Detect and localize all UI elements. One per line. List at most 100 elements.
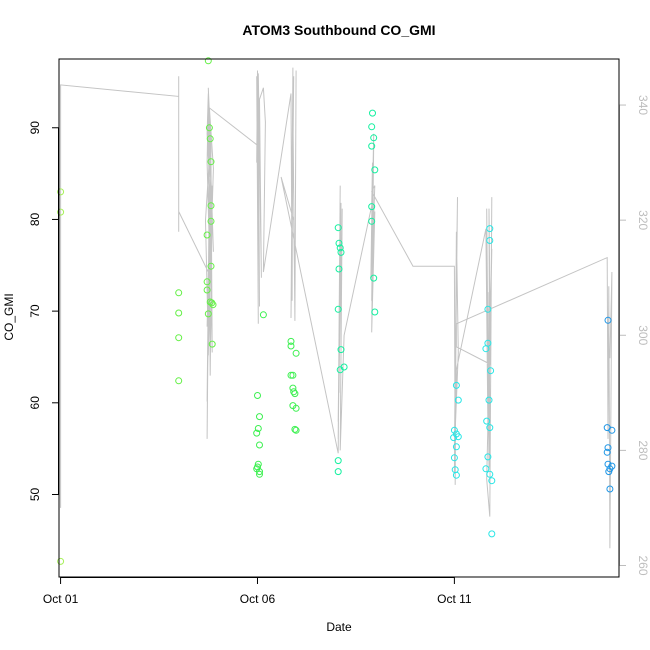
data-point xyxy=(203,286,211,294)
x-tick-label: Oct 01 xyxy=(43,592,79,606)
data-point xyxy=(369,109,376,117)
y-tick-label: 80 xyxy=(28,212,42,226)
data-point xyxy=(206,135,214,143)
series-1 xyxy=(175,57,217,385)
data-point xyxy=(486,237,494,244)
data-point xyxy=(256,441,263,449)
data-point xyxy=(205,124,213,132)
data-point xyxy=(289,371,297,379)
data-point xyxy=(604,460,612,468)
x-tick-label: Oct 06 xyxy=(240,592,276,606)
x-tick-label: Oct 11 xyxy=(437,592,472,606)
data-point xyxy=(454,433,462,441)
data-point xyxy=(368,142,376,150)
series-2 xyxy=(253,311,300,478)
data-point xyxy=(487,367,495,375)
data-point xyxy=(57,208,65,216)
data-point xyxy=(483,417,491,425)
data-point xyxy=(254,392,261,399)
data-point xyxy=(368,123,376,131)
data-point xyxy=(292,426,300,434)
data-point xyxy=(488,530,496,538)
plot-frame xyxy=(58,58,620,578)
data-point xyxy=(486,225,494,233)
data-point xyxy=(334,305,342,313)
x-axis: Oct 01 Oct 06 Oct 11 xyxy=(43,577,472,606)
y2-tick-label: 280 xyxy=(636,440,650,460)
data-point xyxy=(207,262,215,270)
data-point xyxy=(452,443,460,451)
data-point xyxy=(371,308,379,316)
y2-tick-label: 260 xyxy=(636,555,650,575)
data-point xyxy=(452,471,460,479)
data-point xyxy=(256,470,263,478)
series-0 xyxy=(57,188,65,565)
data-point xyxy=(287,342,295,350)
data-point xyxy=(454,396,462,404)
data-point xyxy=(207,217,215,225)
data-point xyxy=(368,217,376,225)
data-point xyxy=(334,457,342,465)
co-points-layer xyxy=(57,57,616,565)
data-point xyxy=(337,248,345,256)
data-point xyxy=(340,363,348,371)
data-point xyxy=(287,337,295,345)
data-point xyxy=(175,289,183,297)
y-axis-right: 260 280 300 320 340 xyxy=(619,95,650,576)
data-point xyxy=(254,425,262,432)
data-point xyxy=(608,426,616,434)
data-point xyxy=(450,454,458,462)
y2-tick-label: 340 xyxy=(636,95,650,115)
y-tick-label: 90 xyxy=(28,121,42,135)
data-point xyxy=(254,460,262,468)
data-point xyxy=(207,158,215,166)
data-point xyxy=(450,426,458,434)
y-tick-label: 50 xyxy=(28,487,42,501)
data-point xyxy=(259,311,267,319)
y-tick-label: 60 xyxy=(28,396,42,410)
data-point xyxy=(337,346,345,354)
data-point xyxy=(175,309,183,317)
data-point xyxy=(603,448,611,456)
data-point xyxy=(370,134,378,142)
data-point xyxy=(606,485,614,493)
data-point xyxy=(208,299,216,307)
chart-title: ATOM3 Southbound CO_GMI xyxy=(242,22,435,38)
y-tick-label: 70 xyxy=(28,304,42,318)
data-point xyxy=(605,468,613,476)
data-point xyxy=(334,468,342,476)
data-point xyxy=(57,557,65,565)
data-point xyxy=(203,278,211,286)
data-point xyxy=(484,305,492,313)
y-axis-label: CO_GMI xyxy=(2,293,16,340)
co-trace-line xyxy=(60,67,613,549)
data-point xyxy=(292,404,300,412)
series-3 xyxy=(334,109,379,476)
data-point xyxy=(334,224,342,232)
data-point xyxy=(204,57,212,65)
data-point xyxy=(604,444,612,452)
data-point xyxy=(485,396,493,404)
data-point xyxy=(57,188,65,196)
data-point xyxy=(204,310,212,318)
data-point xyxy=(175,334,183,342)
data-point xyxy=(209,301,217,309)
x-axis-label: Date xyxy=(326,620,352,634)
data-point xyxy=(450,434,458,442)
data-point xyxy=(484,339,492,347)
data-point xyxy=(336,244,344,252)
data-point xyxy=(368,203,376,211)
data-point xyxy=(208,340,216,348)
data-point xyxy=(207,202,215,210)
data-point xyxy=(291,425,299,433)
data-point xyxy=(452,381,460,389)
co-trace-layer xyxy=(60,67,613,549)
data-point xyxy=(484,453,492,461)
data-point xyxy=(486,470,494,478)
data-point xyxy=(486,424,494,432)
series-5 xyxy=(603,316,616,493)
data-point xyxy=(335,265,343,273)
data-point xyxy=(287,371,295,379)
data-point xyxy=(256,413,263,421)
